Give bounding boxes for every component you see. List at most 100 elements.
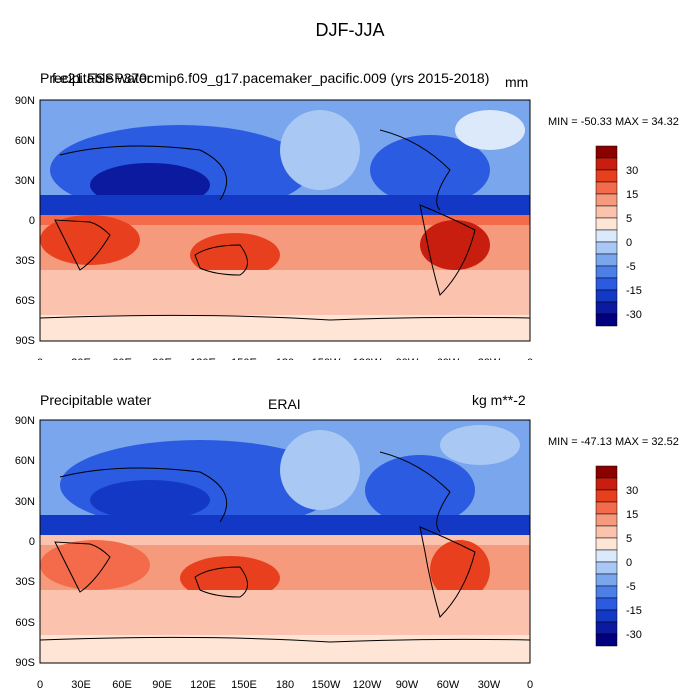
svg-text:30W: 30W — [478, 679, 501, 691]
svg-text:120E: 120E — [190, 357, 216, 360]
colorbar-label: 5 — [626, 533, 632, 545]
svg-text:180: 180 — [276, 679, 294, 691]
colorbar-swatch — [595, 465, 618, 479]
svg-text:30N: 30N — [15, 175, 35, 187]
colorbar-label: -15 — [626, 285, 642, 297]
colorbar-swatch — [595, 477, 618, 491]
colorbar-swatch — [595, 537, 618, 551]
svg-text:0: 0 — [29, 215, 35, 227]
colorbar-swatch — [595, 265, 618, 279]
lon-axis: 0 30E 60E 90E 120E 150E 180 150W 120W 90… — [37, 679, 533, 691]
precip-field — [40, 100, 530, 341]
colorbar-swatch — [595, 145, 618, 159]
svg-text:30E: 30E — [71, 679, 91, 691]
precip-field — [40, 420, 530, 663]
colorbar-swatch — [595, 489, 618, 503]
colorbar-swatch — [595, 633, 618, 647]
colorbar-swatch — [595, 501, 618, 515]
svg-text:180: 180 — [276, 357, 294, 360]
svg-text:60E: 60E — [112, 679, 132, 691]
svg-text:60E: 60E — [112, 357, 132, 360]
colorbar-label: 15 — [626, 189, 638, 201]
colorbar-top: 30 15 5 0 -5 -15 -30 — [595, 145, 642, 327]
lon-axis: 0 30E 60E 90E 120E 150E 180 150W 120W 90… — [37, 357, 533, 360]
colorbar-swatch — [595, 585, 618, 599]
svg-text:90E: 90E — [152, 679, 172, 691]
svg-text:60N: 60N — [15, 135, 35, 147]
colorbar-label: 5 — [626, 213, 632, 225]
svg-text:0: 0 — [37, 679, 43, 691]
colorbar-label: -30 — [626, 629, 642, 641]
variable-label: Precipitable water — [40, 70, 152, 86]
colorbar-swatch — [595, 217, 618, 231]
svg-text:150W: 150W — [312, 679, 341, 691]
svg-text:30W: 30W — [478, 357, 501, 360]
svg-text:60W: 60W — [437, 357, 460, 360]
units-label: mm — [505, 74, 529, 90]
colorbar-label: -30 — [626, 309, 642, 321]
colorbar-label: -5 — [626, 581, 636, 593]
map-svg-bottom: 90N 60N 30N 0 30S 60S 90S 0 30E 60E 90E … — [15, 415, 642, 691]
map-svg-top: 90N 60N 30N 0 30S 60S 90S 0 30E 60E 90E … — [15, 95, 642, 360]
min-max-label: MIN = -50.33 MAX = 34.32 — [548, 116, 679, 128]
colorbar-swatch — [595, 181, 618, 195]
svg-text:60S: 60S — [15, 295, 35, 307]
units-label: kg m**-2 — [472, 392, 526, 408]
colorbar-label: -5 — [626, 261, 636, 273]
colorbar-swatch — [595, 561, 618, 575]
map-panel-top: Precipitable water f.e21.FSSP370cmip6.f0… — [0, 0, 700, 360]
svg-text:90S: 90S — [15, 657, 35, 669]
svg-text:150E: 150E — [231, 679, 257, 691]
svg-text:0: 0 — [37, 357, 43, 360]
svg-text:120W: 120W — [353, 357, 382, 360]
svg-text:150W: 150W — [312, 357, 341, 360]
colorbar-swatch — [595, 513, 618, 527]
colorbar-swatch — [595, 621, 618, 635]
colorbar-swatch — [595, 157, 618, 171]
case-label: f.e21.FSSP370cmip6.f09_g17.pacemaker_pac… — [52, 70, 490, 86]
map-panel-bottom: Precipitable water ERAI kg m**-2 MIN = -… — [0, 320, 700, 691]
variable-label: Precipitable water — [40, 392, 152, 408]
colorbar-label: 0 — [626, 237, 632, 249]
svg-text:30N: 30N — [15, 496, 35, 508]
colorbar-swatch — [595, 277, 618, 291]
svg-text:150E: 150E — [231, 357, 257, 360]
svg-text:60W: 60W — [437, 679, 460, 691]
min-max-label: MIN = -47.13 MAX = 32.52 — [548, 436, 679, 448]
colorbar-swatch — [595, 289, 618, 303]
colorbar-label: 15 — [626, 509, 638, 521]
colorbar-label: -15 — [626, 605, 642, 617]
svg-text:60S: 60S — [15, 617, 35, 629]
colorbar-bottom: 30 15 5 0 -5 -15 -30 — [595, 465, 642, 647]
colorbar-swatch — [595, 549, 618, 563]
colorbar-swatch — [595, 193, 618, 207]
svg-text:90E: 90E — [152, 357, 172, 360]
svg-text:90W: 90W — [396, 357, 419, 360]
svg-text:90N: 90N — [15, 415, 35, 427]
svg-text:30E: 30E — [71, 357, 91, 360]
colorbar-swatch — [595, 597, 618, 611]
page-title: DJF-JJA — [315, 20, 385, 40]
colorbar-swatch — [595, 573, 618, 587]
colorbar-label: 30 — [626, 485, 638, 497]
colorbar-swatch — [595, 205, 618, 219]
colorbar-label: 30 — [626, 165, 638, 177]
colorbar-swatch — [595, 229, 618, 243]
svg-text:0: 0 — [527, 679, 533, 691]
colorbar-swatch — [595, 241, 618, 255]
svg-text:60N: 60N — [15, 455, 35, 467]
colorbar-label: 0 — [626, 557, 632, 569]
colorbar-swatch — [595, 525, 618, 539]
svg-text:30S: 30S — [15, 576, 35, 588]
svg-text:0: 0 — [29, 536, 35, 548]
svg-text:30S: 30S — [15, 255, 35, 267]
case-label: ERAI — [268, 396, 301, 412]
colorbar-swatch — [595, 253, 618, 267]
svg-text:120E: 120E — [190, 679, 216, 691]
svg-text:90W: 90W — [396, 679, 419, 691]
lat-axis: 90N 60N 30N 0 30S 60S 90S — [15, 95, 35, 347]
svg-text:90S: 90S — [15, 335, 35, 347]
colorbar-swatch — [595, 169, 618, 183]
colorbar-swatch — [595, 609, 618, 623]
colorbar-swatch — [595, 301, 618, 315]
